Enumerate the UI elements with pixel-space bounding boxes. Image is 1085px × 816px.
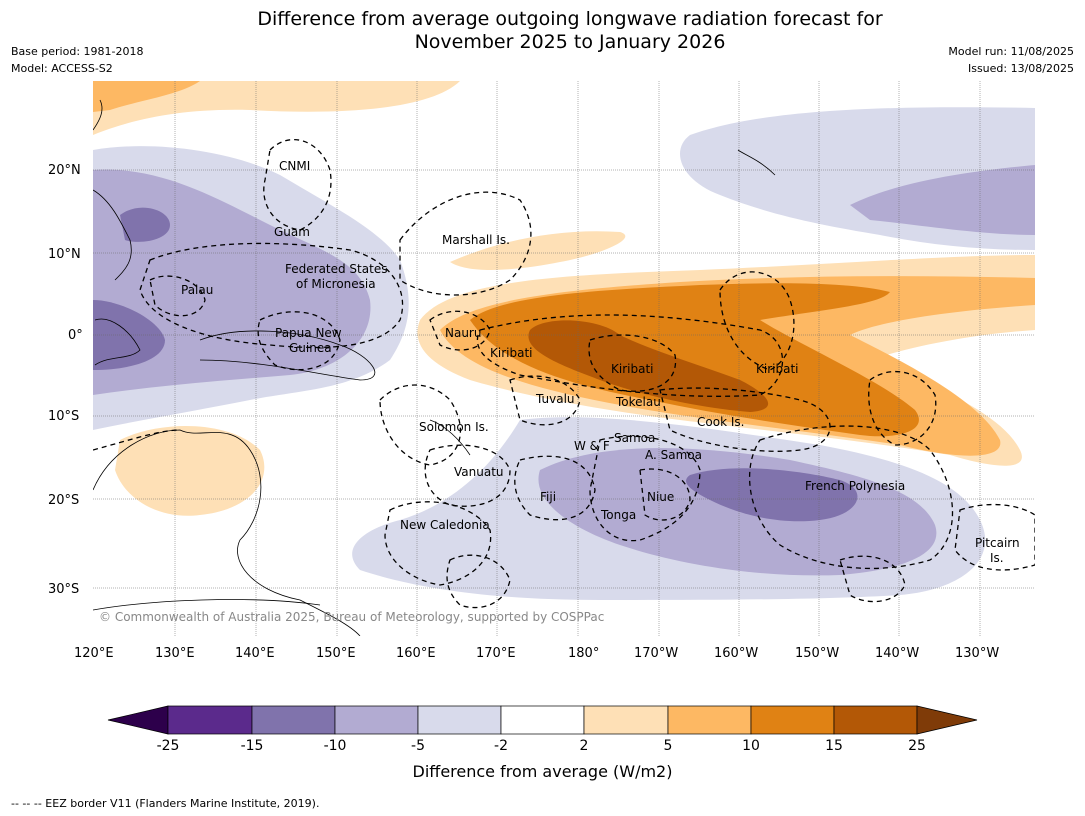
colorbar-segment bbox=[334, 705, 419, 735]
colorbar-title: Difference from average (W/m2) bbox=[412, 762, 673, 781]
place-kiribati-west: Kiribati bbox=[490, 346, 532, 360]
colorbar-tick: 5 bbox=[663, 738, 673, 754]
lat-label: 10°S bbox=[48, 409, 79, 424]
place-cnmi: CNMI bbox=[279, 159, 310, 173]
place-kiribati-central: Kiribati bbox=[611, 362, 653, 376]
place-tokelau: Tokelau bbox=[615, 395, 661, 409]
place-vanuatu: Vanuatu bbox=[454, 465, 504, 479]
place-cook-islands: Cook Is. bbox=[697, 415, 744, 429]
place-pitcairn-line2: Is. bbox=[990, 551, 1004, 565]
colorbar-segment bbox=[417, 705, 502, 735]
lon-label: 160°W bbox=[714, 646, 758, 661]
lon-label: 140°W bbox=[875, 646, 919, 661]
colorbar-tick: -5 bbox=[411, 738, 425, 754]
gridlines bbox=[93, 81, 1035, 636]
place-solomon-islands: Solomon Is. bbox=[419, 420, 489, 434]
eez-footnote: -- -- -- EEZ border V11 (Flanders Marine… bbox=[11, 797, 320, 810]
place-kiribati-east: Kiribati bbox=[756, 362, 798, 376]
place-fsm-line1: Federated States bbox=[285, 262, 387, 276]
issued-date: Issued: 13/08/2025 bbox=[967, 62, 1074, 75]
title-line-2: November 2025 to January 2026 bbox=[414, 31, 726, 53]
colorbar-low-arrow bbox=[107, 705, 169, 735]
colorbar-tick: -25 bbox=[156, 738, 180, 754]
lon-label: 130°W bbox=[955, 646, 999, 661]
lon-label: 150°E bbox=[316, 646, 356, 661]
eez-borders bbox=[93, 139, 1035, 609]
colorbar bbox=[107, 705, 978, 735]
lon-label: 130°E bbox=[155, 646, 195, 661]
longitude-labels: 120°E 130°E 140°E 150°E 160°E 170°E 180°… bbox=[74, 646, 999, 661]
place-marshall: Marshall Is. bbox=[442, 233, 510, 247]
lon-label: 180° bbox=[568, 646, 599, 661]
anomaly-plus2-marshall bbox=[450, 231, 626, 270]
colorbar-tick: 10 bbox=[742, 738, 760, 754]
colorbar-segment bbox=[251, 705, 336, 735]
lon-label: 160°E bbox=[396, 646, 436, 661]
anomaly-minus15-south bbox=[686, 468, 858, 522]
model-name: Model: ACCESS-S2 bbox=[11, 62, 113, 75]
place-tonga: Tonga bbox=[600, 508, 636, 522]
place-american-samoa: A. Samoa bbox=[645, 448, 702, 462]
place-png-line2: Guinea bbox=[289, 341, 332, 355]
colorbar-tick: -15 bbox=[240, 738, 264, 754]
anomaly-minus10-east bbox=[850, 165, 1035, 235]
map-svg: © Commonwealth of Australia 2025, Bureau… bbox=[48, 81, 1035, 661]
place-samoa: Samoa bbox=[614, 431, 655, 445]
anomaly-minus15-west bbox=[120, 207, 170, 242]
colorbar-segment bbox=[500, 705, 585, 735]
place-niue: Niue bbox=[647, 490, 674, 504]
place-labels: CNMI Guam Marshall Is. Federated States … bbox=[181, 159, 1020, 565]
place-fiji: Fiji bbox=[540, 490, 556, 504]
anomaly-plus2-australia bbox=[115, 426, 265, 516]
place-wallis-futuna: W & F bbox=[574, 439, 610, 453]
copyright-text: © Commonwealth of Australia 2025, Bureau… bbox=[99, 610, 604, 624]
anomaly-plus15-core bbox=[528, 320, 769, 412]
latitude-labels: 20°N 10°N 0° 10°S 20°S 30°S bbox=[48, 163, 83, 597]
lon-label: 170°W bbox=[634, 646, 678, 661]
place-french-polynesia: French Polynesia bbox=[805, 479, 905, 493]
chart-title: Difference from average outgoing longwav… bbox=[0, 8, 1085, 54]
map-area: © Commonwealth of Australia 2025, Bureau… bbox=[93, 81, 1035, 636]
model-run: Model run: 11/08/2025 bbox=[948, 45, 1074, 58]
place-fsm-line2: of Micronesia bbox=[296, 277, 376, 291]
lon-label: 120°E bbox=[74, 646, 114, 661]
place-png-line1: Papua New bbox=[275, 326, 342, 340]
place-pitcairn-line1: Pitcairn bbox=[975, 536, 1020, 550]
colorbar-segment bbox=[750, 705, 835, 735]
colorbar-segment bbox=[833, 705, 918, 735]
colorbar-segment bbox=[667, 705, 752, 735]
base-period: Base period: 1981-2018 bbox=[11, 45, 144, 58]
anomaly-plus2-north-corner bbox=[93, 81, 460, 135]
colorbar-tick: 25 bbox=[908, 738, 926, 754]
lat-label: 20°S bbox=[48, 493, 79, 508]
colorbar-tick: 15 bbox=[825, 738, 843, 754]
meta-left: Base period: 1981-2018 Model: ACCESS-S2 bbox=[11, 43, 143, 77]
lat-label: 20°N bbox=[48, 163, 81, 178]
lon-label: 150°W bbox=[795, 646, 839, 661]
lat-label: 30°S bbox=[48, 582, 79, 597]
lon-label: 170°E bbox=[476, 646, 516, 661]
anomaly-plus5-corner bbox=[93, 81, 200, 112]
colorbar-tick: -2 bbox=[494, 738, 508, 754]
place-new-caledonia: New Caledonia bbox=[400, 518, 490, 532]
place-tuvalu: Tuvalu bbox=[535, 392, 575, 406]
lat-label: 10°N bbox=[48, 247, 81, 262]
colorbar-tick: -10 bbox=[323, 738, 347, 754]
colorbar-segment bbox=[583, 705, 669, 735]
colorbar-high-arrow bbox=[916, 705, 978, 735]
place-nauru: Nauru bbox=[445, 326, 481, 340]
place-guam: Guam bbox=[274, 225, 310, 239]
lon-label: 140°E bbox=[235, 646, 275, 661]
colorbar-segment bbox=[167, 705, 253, 735]
place-palau: Palau bbox=[181, 283, 213, 297]
title-line-1: Difference from average outgoing longwav… bbox=[257, 8, 883, 30]
colorbar-tick: 2 bbox=[579, 738, 589, 754]
meta-right: Model run: 11/08/2025 Issued: 13/08/2025 bbox=[948, 43, 1074, 77]
lat-label: 0° bbox=[68, 328, 83, 343]
